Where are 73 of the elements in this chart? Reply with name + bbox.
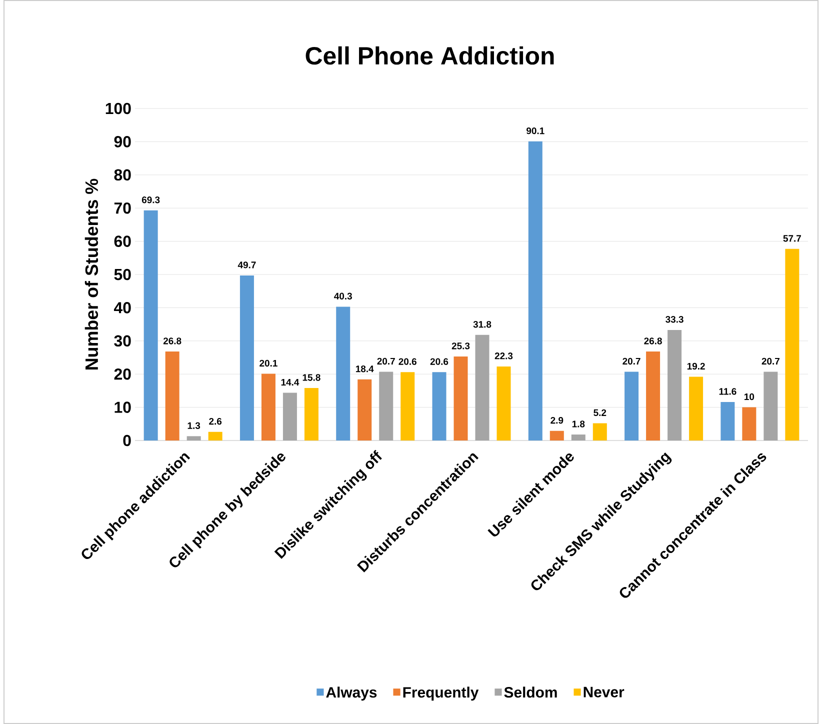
bar [689, 376, 704, 440]
bar [496, 366, 511, 440]
bar [400, 372, 415, 440]
bar [528, 141, 542, 440]
bar [720, 402, 735, 440]
data-label: 11.6 [719, 388, 736, 395]
data-label: 20.7 [622, 358, 640, 365]
y-tick-label: 20 [114, 368, 131, 380]
data-label: 22.3 [494, 352, 513, 360]
data-label: 26.8 [644, 338, 662, 344]
legend-label: Seldom [504, 686, 557, 698]
data-label: 25.3 [452, 342, 470, 350]
y-tick-label: 30 [114, 335, 131, 347]
legend-label: Always [326, 686, 377, 701]
legend-label: Never [584, 686, 624, 698]
data-label: 19.2 [687, 362, 705, 370]
data-label: 49.7 [238, 262, 256, 268]
y-tick-label: 80 [114, 169, 131, 181]
bar [785, 248, 800, 440]
data-label: 14.4 [281, 378, 300, 386]
bar [208, 432, 222, 440]
y-tick-label: 40 [114, 302, 131, 314]
bar [475, 334, 490, 440]
bar [646, 352, 660, 440]
bar [454, 356, 468, 440]
data-label: 20.7 [762, 358, 780, 365]
data-label: 5.2 [594, 409, 606, 416]
bar [282, 392, 297, 440]
bar [742, 407, 756, 440]
data-label: 2.6 [209, 418, 222, 425]
bar [186, 436, 201, 440]
bar [165, 352, 180, 440]
data-label: 33.3 [666, 316, 684, 323]
data-label: 10 [744, 393, 754, 400]
data-label: 57.7 [783, 235, 801, 242]
data-label: 18.4 [356, 366, 374, 372]
data-label: 90.1 [526, 127, 544, 134]
data-label: 2.9 [550, 416, 564, 424]
chart-title: Cell Phone Addiction [306, 46, 554, 65]
data-label: 20.7 [377, 358, 395, 365]
data-label: 20.6 [398, 358, 416, 365]
y-tick-label: 50 [114, 268, 131, 280]
y-axis-title: Number of Students % [84, 178, 98, 370]
bar [764, 372, 778, 440]
bar [624, 372, 639, 440]
data-label: 1.8 [572, 420, 585, 428]
data-label: 20.6 [430, 358, 448, 365]
data-label: 20.1 [260, 360, 278, 367]
data-label: 15.8 [302, 374, 320, 381]
data-label: 1.3 [188, 422, 200, 429]
bar [668, 330, 682, 440]
bar [379, 372, 394, 440]
bar [304, 388, 318, 440]
data-label: 69.3 [142, 196, 160, 204]
bar [592, 423, 607, 440]
data-label: 26.8 [163, 338, 182, 344]
bar [550, 430, 564, 440]
bar [571, 434, 586, 440]
bar [358, 379, 372, 440]
y-tick-label: 10 [114, 402, 131, 413]
bar [261, 374, 276, 440]
bar [336, 306, 350, 440]
data-label: 40.3 [334, 292, 352, 300]
y-tick-label: 60 [114, 236, 131, 247]
y-tick-label: 90 [114, 136, 131, 148]
y-tick-label: 100 [106, 102, 131, 114]
bar [144, 210, 158, 440]
bar [432, 372, 446, 440]
legend-label: Frequently [403, 686, 479, 701]
y-tick-label: 0 [123, 434, 131, 446]
y-tick-label: 70 [114, 202, 131, 214]
data-label: 31.8 [473, 321, 492, 328]
bar [240, 275, 254, 440]
